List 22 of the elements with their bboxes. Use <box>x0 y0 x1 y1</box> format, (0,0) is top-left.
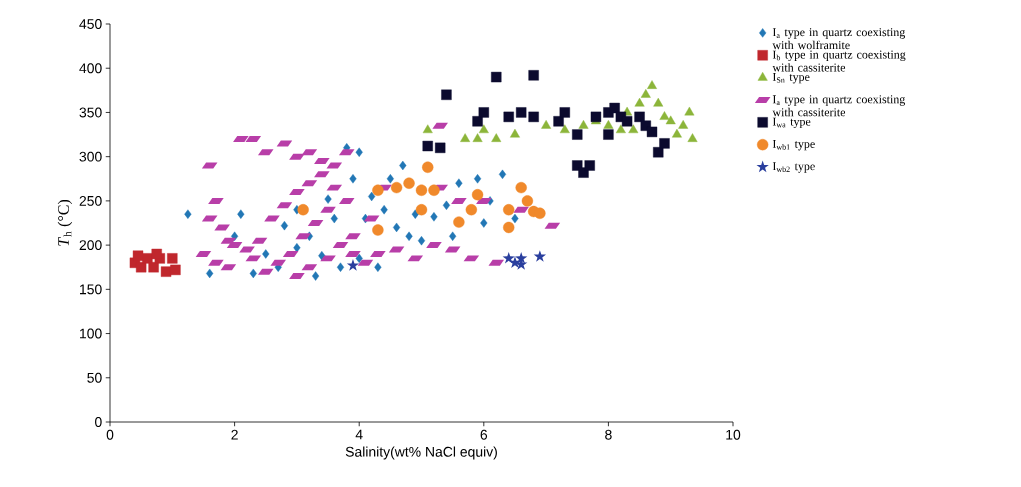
legend-label: I$_{wb2}$ type <box>772 162 815 173</box>
x-tick-label: 8 <box>605 429 612 440</box>
legend-label: I$_{wb1}$ type <box>772 139 815 151</box>
y-tick-label: 200 <box>79 240 102 251</box>
y-tick-label: 50 <box>87 372 102 383</box>
y-tick-label: 150 <box>80 284 102 295</box>
y-tick-label: 450 <box>79 19 102 29</box>
y-tick-label: 100 <box>80 328 102 339</box>
x-tick-label: 4 <box>355 429 363 440</box>
x-tick-label: 0 <box>106 429 114 440</box>
x-tick-label: 10 <box>726 429 741 440</box>
legend-label: I$_{wa}$ type <box>772 117 811 129</box>
x-tick-label: 6 <box>480 429 488 440</box>
x-tick-label: 2 <box>231 429 238 440</box>
y-tick-label: 250 <box>79 195 102 206</box>
y-axis-title: T$_{h}$ (°C) <box>57 199 73 246</box>
y-tick-label: 0 <box>95 417 102 427</box>
x-axis-title: Salinity(wt% NaCl equiv) <box>345 446 497 460</box>
y-tick-label: 350 <box>79 107 102 118</box>
y-tick-label: 400 <box>79 63 102 74</box>
legend-label: I$_{Sn}$ type <box>772 72 810 84</box>
y-tick-label: 300 <box>79 151 102 162</box>
